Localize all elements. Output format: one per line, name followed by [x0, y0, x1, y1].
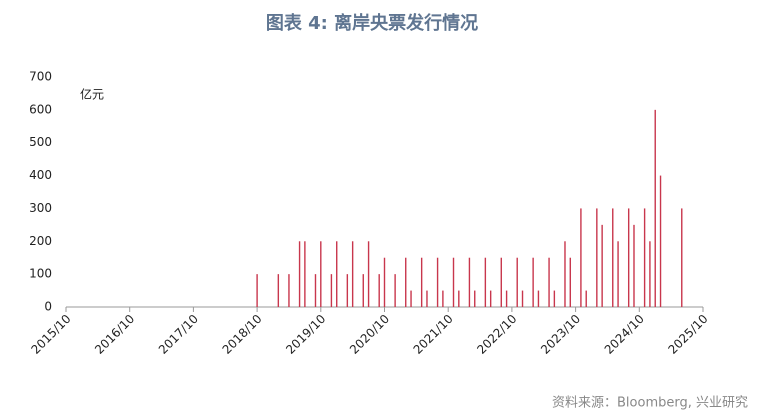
- bar: [548, 257, 550, 307]
- bar: [643, 208, 646, 307]
- bar: [410, 290, 412, 307]
- bar: [612, 208, 614, 307]
- bar: [298, 241, 301, 307]
- y-tick-label: 400: [29, 168, 52, 182]
- bar: [521, 290, 524, 307]
- bar: [654, 109, 656, 307]
- y-tick-label: 200: [29, 234, 52, 248]
- bar: [505, 290, 508, 307]
- x-tick-label: 2023/10: [538, 312, 583, 357]
- bar: [468, 257, 471, 307]
- bar: [442, 290, 444, 307]
- x-tick-label: 2019/10: [283, 312, 328, 357]
- bar: [367, 241, 370, 307]
- bar: [420, 257, 423, 307]
- bar: [436, 257, 439, 307]
- bar: [681, 208, 683, 307]
- bar: [596, 208, 598, 307]
- bar: [617, 241, 619, 307]
- bar: [346, 274, 349, 307]
- bar: [569, 257, 571, 307]
- bar: [649, 241, 651, 307]
- x-tick-label: 2016/10: [92, 312, 137, 357]
- bar: [659, 175, 662, 307]
- bar: [394, 274, 396, 307]
- bar: [500, 257, 502, 307]
- x-tick-label: 2022/10: [474, 312, 519, 357]
- bar: [378, 274, 380, 307]
- bar: [336, 241, 338, 307]
- bar: [362, 274, 364, 307]
- x-tick-label: 2024/10: [602, 312, 647, 357]
- x-tick-label: 2021/10: [411, 312, 456, 357]
- bar: [452, 257, 455, 307]
- x-tick-label: 2018/10: [220, 312, 265, 357]
- bar: [277, 274, 280, 307]
- x-tick-label: 2017/10: [156, 312, 201, 357]
- bar: [304, 241, 306, 307]
- bar: [516, 257, 518, 307]
- y-tick-label: 300: [29, 201, 52, 215]
- bar: [627, 208, 630, 307]
- source: 资料来源：Bloomberg, 兴业研究: [552, 396, 748, 411]
- bar: [330, 274, 333, 307]
- bar: [564, 241, 566, 307]
- chart-title: 图表 4: 离岸央票发行情况: [266, 12, 478, 34]
- bar: [426, 290, 428, 307]
- y-axis-unit: 亿元: [80, 87, 104, 102]
- bar: [585, 290, 587, 307]
- bar: [580, 208, 582, 307]
- bar: [351, 241, 354, 307]
- x-tick-label: 2015/10: [28, 312, 73, 357]
- bar: [489, 290, 492, 307]
- bar: [256, 274, 258, 307]
- x-tick-label: 2020/10: [347, 312, 392, 357]
- y-tick-label: 600: [29, 102, 52, 116]
- x-tick-label: 2025/10: [665, 312, 710, 357]
- bar: [405, 257, 407, 307]
- y-tick-label: 700: [29, 70, 52, 84]
- y-tick-label: 0: [44, 300, 52, 314]
- bar: [474, 290, 476, 307]
- bar: [601, 224, 603, 307]
- bar: [532, 257, 534, 307]
- bar: [484, 257, 487, 307]
- bar: [553, 290, 556, 307]
- bar: [633, 224, 635, 307]
- y-tick-label: 100: [29, 267, 52, 281]
- bar: [288, 274, 290, 307]
- bar: [383, 257, 386, 307]
- bar: [537, 290, 540, 307]
- y-tick-label: 500: [29, 135, 52, 149]
- bar: [314, 274, 317, 307]
- bar: [320, 241, 322, 307]
- bar: [458, 290, 460, 307]
